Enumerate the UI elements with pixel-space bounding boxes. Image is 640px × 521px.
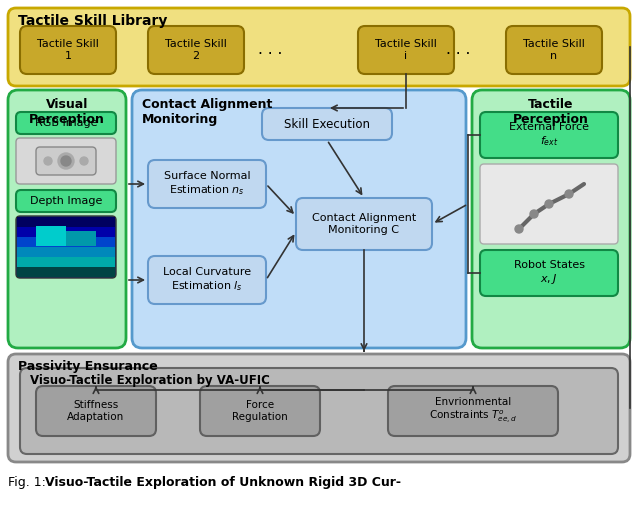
Text: External Force
$f_{ext}$: External Force $f_{ext}$ — [509, 122, 589, 148]
Text: Visual
Perception: Visual Perception — [29, 98, 105, 126]
Circle shape — [565, 190, 573, 198]
FancyBboxPatch shape — [506, 26, 602, 74]
FancyBboxPatch shape — [148, 26, 244, 74]
Circle shape — [80, 157, 88, 165]
Bar — [17, 227, 115, 237]
Text: Fig. 1:: Fig. 1: — [8, 476, 50, 489]
FancyBboxPatch shape — [480, 112, 618, 158]
Text: Visuo-Tactile Exploration of Unknown Rigid 3D Cur-: Visuo-Tactile Exploration of Unknown Rig… — [45, 476, 401, 489]
FancyBboxPatch shape — [262, 108, 392, 140]
Text: Contact Alignment
Monitoring C: Contact Alignment Monitoring C — [312, 213, 416, 235]
Text: RGB Image: RGB Image — [35, 118, 97, 128]
Circle shape — [61, 156, 71, 166]
FancyBboxPatch shape — [358, 26, 454, 74]
FancyBboxPatch shape — [388, 386, 558, 436]
Text: Force
Regulation: Force Regulation — [232, 400, 288, 422]
FancyBboxPatch shape — [8, 8, 630, 86]
FancyBboxPatch shape — [36, 386, 156, 436]
Text: Local Curvature
Estimation $l_s$: Local Curvature Estimation $l_s$ — [163, 267, 251, 293]
Text: Passivity Ensurance: Passivity Ensurance — [18, 360, 157, 373]
FancyBboxPatch shape — [16, 138, 116, 184]
FancyBboxPatch shape — [480, 164, 618, 244]
Bar — [17, 237, 115, 247]
Circle shape — [515, 225, 523, 233]
FancyBboxPatch shape — [36, 147, 96, 175]
Text: Robot States
$x, J$: Robot States $x, J$ — [513, 260, 584, 286]
FancyBboxPatch shape — [132, 90, 466, 348]
Circle shape — [530, 210, 538, 218]
Text: Stiffness
Adaptation: Stiffness Adaptation — [67, 400, 125, 422]
Text: . . .: . . . — [258, 43, 282, 57]
Bar — [36, 226, 66, 246]
Text: Tactile Skill Library: Tactile Skill Library — [18, 14, 168, 28]
FancyBboxPatch shape — [16, 216, 116, 278]
Text: Tactile Skill
1: Tactile Skill 1 — [37, 39, 99, 61]
FancyBboxPatch shape — [8, 90, 126, 348]
Bar — [66, 231, 96, 246]
FancyBboxPatch shape — [200, 386, 320, 436]
Text: Skill Execution: Skill Execution — [284, 118, 370, 130]
Bar — [17, 267, 115, 277]
Text: Surface Normal
Estimation $n_s$: Surface Normal Estimation $n_s$ — [164, 171, 250, 197]
Text: Contact Alignment
Monitoring: Contact Alignment Monitoring — [142, 98, 273, 126]
FancyBboxPatch shape — [480, 250, 618, 296]
FancyBboxPatch shape — [296, 198, 432, 250]
Text: Depth Image: Depth Image — [30, 196, 102, 206]
FancyBboxPatch shape — [8, 354, 630, 462]
FancyBboxPatch shape — [148, 256, 266, 304]
FancyBboxPatch shape — [148, 160, 266, 208]
Circle shape — [44, 157, 52, 165]
FancyBboxPatch shape — [20, 368, 618, 454]
Text: . . .: . . . — [446, 43, 470, 57]
FancyBboxPatch shape — [16, 190, 116, 212]
Text: Envrionmental
Constraints $T^o_{ee,d}$: Envrionmental Constraints $T^o_{ee,d}$ — [429, 396, 517, 426]
Circle shape — [545, 200, 553, 208]
Text: Tactile Skill
i: Tactile Skill i — [375, 39, 437, 61]
FancyBboxPatch shape — [472, 90, 630, 348]
Text: Visuo-Tactile Exploration by VA-UFIC: Visuo-Tactile Exploration by VA-UFIC — [30, 374, 270, 387]
FancyBboxPatch shape — [16, 112, 116, 134]
Text: Tactile Skill
2: Tactile Skill 2 — [165, 39, 227, 61]
FancyBboxPatch shape — [20, 26, 116, 74]
Text: Tactile Skill
n: Tactile Skill n — [523, 39, 585, 61]
Circle shape — [58, 153, 74, 169]
Bar — [17, 247, 115, 257]
Text: Tactile
Perception: Tactile Perception — [513, 98, 589, 126]
Bar — [17, 257, 115, 267]
Bar — [17, 217, 115, 227]
